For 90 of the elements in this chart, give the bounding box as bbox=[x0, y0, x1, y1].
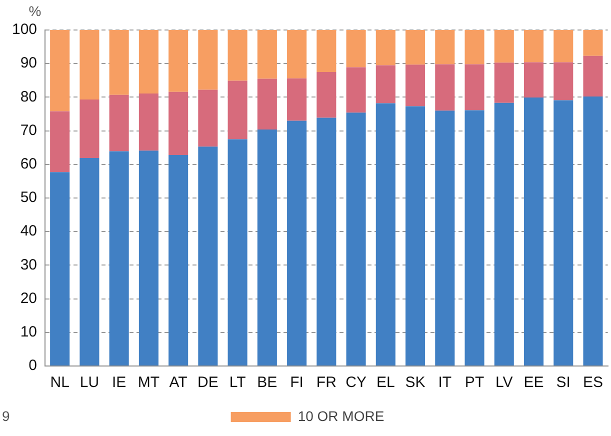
bar bbox=[316, 72, 336, 118]
bar bbox=[109, 151, 129, 366]
x-tick-label: CY bbox=[346, 374, 366, 392]
y-tick-label: 60 bbox=[20, 156, 38, 173]
bar bbox=[346, 30, 366, 68]
bar bbox=[524, 98, 544, 366]
bar bbox=[228, 80, 248, 140]
bar bbox=[138, 94, 158, 151]
bar bbox=[228, 30, 248, 81]
x-tick-label: MT bbox=[138, 374, 160, 392]
x-tick-label: SK bbox=[405, 374, 426, 392]
bar bbox=[109, 94, 129, 152]
bar bbox=[406, 106, 426, 366]
y-tick-label: 100 bbox=[12, 21, 38, 38]
bar bbox=[494, 102, 514, 366]
x-tick-label: IT bbox=[438, 374, 452, 392]
bar bbox=[198, 30, 218, 90]
bar bbox=[464, 30, 484, 64]
bar bbox=[554, 62, 574, 100]
bar bbox=[376, 65, 396, 104]
bar bbox=[346, 112, 366, 366]
legend-label: 10 OR MORE bbox=[298, 408, 384, 424]
x-tick-label: LT bbox=[229, 374, 246, 392]
bar bbox=[287, 120, 307, 366]
y-tick-label: 90 bbox=[20, 54, 38, 72]
bar bbox=[583, 56, 603, 97]
bar bbox=[524, 62, 544, 98]
y-tick-label: 40 bbox=[20, 222, 38, 240]
bar bbox=[464, 64, 484, 110]
bar bbox=[228, 139, 248, 366]
bar bbox=[109, 30, 129, 95]
bar bbox=[138, 30, 158, 94]
x-tick-label: LU bbox=[80, 374, 100, 392]
bar bbox=[494, 30, 514, 63]
bar bbox=[168, 30, 188, 92]
x-tick-label: EL bbox=[376, 374, 395, 392]
bar bbox=[257, 78, 277, 130]
bar bbox=[168, 154, 188, 366]
bar bbox=[168, 92, 188, 155]
bar bbox=[80, 158, 100, 366]
x-tick-label: ES bbox=[582, 374, 604, 392]
bar bbox=[316, 30, 336, 72]
x-tick-label: NL bbox=[50, 374, 70, 392]
y-tick-label: 30 bbox=[20, 256, 38, 274]
bar bbox=[554, 100, 574, 366]
y-tick-label: 50 bbox=[20, 189, 38, 206]
bar bbox=[50, 172, 70, 366]
y-tick-label: 80 bbox=[20, 88, 38, 106]
bar bbox=[50, 30, 70, 112]
y-axis-title: % bbox=[28, 2, 42, 19]
y-tick-label: 0 bbox=[28, 357, 38, 374]
bar bbox=[406, 64, 426, 106]
bar bbox=[316, 118, 336, 366]
bar bbox=[376, 30, 396, 66]
y-tick-label: 20 bbox=[20, 290, 38, 307]
bar bbox=[287, 30, 307, 78]
x-tick-label: DE bbox=[198, 374, 218, 392]
bar bbox=[583, 96, 603, 366]
bar bbox=[554, 30, 574, 62]
bar bbox=[346, 67, 366, 113]
x-tick-label: FI bbox=[290, 374, 304, 392]
bar bbox=[435, 110, 455, 366]
bar bbox=[287, 78, 307, 121]
x-tick-label: LV bbox=[496, 374, 513, 392]
x-tick-label: SI bbox=[556, 374, 570, 392]
bar bbox=[198, 146, 218, 366]
bar bbox=[80, 30, 100, 100]
bar bbox=[198, 90, 218, 147]
bar bbox=[524, 30, 544, 62]
bar bbox=[50, 111, 70, 172]
text: 9 bbox=[2, 408, 10, 424]
x-tick-label: PT bbox=[464, 374, 484, 392]
bar bbox=[464, 110, 484, 366]
x-tick-label: EE bbox=[524, 374, 544, 392]
bar bbox=[494, 62, 514, 103]
y-tick-label: 70 bbox=[20, 122, 38, 139]
bar bbox=[435, 64, 455, 111]
x-tick-label: IE bbox=[112, 374, 126, 392]
bar bbox=[406, 30, 426, 65]
bar bbox=[435, 30, 455, 64]
bar bbox=[376, 103, 396, 366]
x-tick-label: BE bbox=[257, 374, 278, 392]
bar bbox=[583, 30, 603, 56]
bar bbox=[257, 30, 277, 79]
bar bbox=[138, 150, 158, 366]
bar bbox=[257, 129, 277, 366]
x-tick-label: FR bbox=[316, 374, 337, 392]
x-tick-label: AT bbox=[169, 374, 188, 392]
bar bbox=[80, 100, 100, 158]
y-tick-label: 10 bbox=[20, 324, 38, 341]
